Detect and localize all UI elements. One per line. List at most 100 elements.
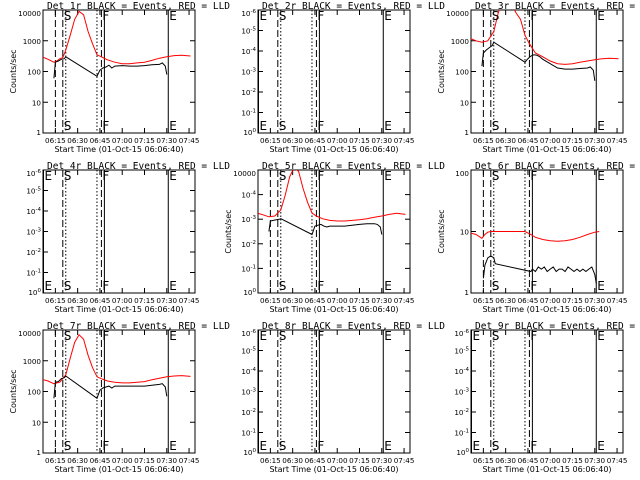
x-tick-label: 07:00 <box>327 136 348 145</box>
marker-label-top: E <box>259 9 267 23</box>
panel-det-9: Det 9r BLACK = Events, RED = LLD 100 10-1 1… <box>454 321 640 474</box>
x-tick-label: 07:30 <box>371 296 392 305</box>
x-tick-label: 07:30 <box>371 456 392 465</box>
x-tick-label: 06:15 <box>260 296 281 305</box>
x-axis-label: Start Time (01-Oct-15 06:06:40) <box>54 465 183 474</box>
panel-det-5: Det 5r BLACK = Events, RED = LLD 100 10-1 1… <box>224 161 445 314</box>
x-tick-label: 06:15 <box>260 136 281 145</box>
x-tick-label: 06:45 <box>90 456 111 465</box>
marker-label-bottom: S <box>279 279 287 293</box>
y-tick-label: 10-2 <box>241 88 256 97</box>
y-tick-label: 10-3 <box>26 228 41 237</box>
x-tick-label: 06:15 <box>45 136 66 145</box>
marker-label-top: S <box>64 329 72 343</box>
y-axis-label: Counts/sec <box>437 49 446 93</box>
x-tick-label: 07:00 <box>327 296 348 305</box>
y-tick-label: 100 <box>243 448 256 457</box>
y-tick-label: 10-3 <box>454 388 469 397</box>
x-tick-label: 07:00 <box>540 456 561 465</box>
y-tick-label: 10-4 <box>241 367 256 376</box>
y-tick-label: 1000 <box>451 37 470 46</box>
marker-label-top: F <box>530 9 537 23</box>
marker-label-bottom: S <box>492 119 500 133</box>
y-tick-label: 1 <box>464 288 469 297</box>
marker-label-bottom: E <box>44 279 52 293</box>
marker-label-bottom: E <box>384 279 392 293</box>
y-tick-label: 10-2 <box>241 240 256 249</box>
marker-label-top: E <box>597 9 605 23</box>
x-tick-label: 06:45 <box>305 296 326 305</box>
panel-title: Det 5r BLACK = Events, RED = LLD <box>262 161 445 172</box>
lld-rate-line <box>258 170 406 222</box>
x-tick-label: 06:30 <box>67 296 88 305</box>
x-tick-label: 07:00 <box>540 136 561 145</box>
marker-label-top: S <box>492 329 500 343</box>
x-axis-label: Start Time (01-Oct-15 06:06:40) <box>54 145 183 154</box>
panel-det-4: Det 4r BLACK = Events, RED = LLD 100 10-1 1… <box>26 161 230 314</box>
x-axis-label: Start Time (01-Oct-15 06:06:40) <box>54 305 183 314</box>
x-tick-label: 06:15 <box>45 456 66 465</box>
y-tick-label: 10-1 <box>241 264 256 273</box>
x-tick-label: 07:30 <box>156 136 177 145</box>
y-tick-label: 10-2 <box>241 408 256 417</box>
panel-title: Det 7r BLACK = Events, RED = LLD <box>47 321 230 332</box>
y-tick-label: 1000 <box>23 357 42 366</box>
x-axis-label: Start Time (01-Oct-15 06:06:40) <box>482 145 611 154</box>
marker-label-top: F <box>317 9 324 23</box>
marker-label-bottom: E <box>259 119 267 133</box>
y-tick-label: 10-1 <box>26 269 41 278</box>
x-tick-label: 07:45 <box>394 136 415 145</box>
y-axis-label: Counts/sec <box>9 369 18 413</box>
y-axis-label: Counts/sec <box>224 209 233 253</box>
x-axis-label: Start Time (01-Oct-15 06:06:40) <box>269 465 398 474</box>
event-rate-line <box>53 375 168 400</box>
marker-label-top: F <box>102 329 109 343</box>
x-tick-label: 06:30 <box>282 456 303 465</box>
panel-det-2: Det 2r BLACK = Events, RED = LLD 100 10-1 1… <box>241 1 445 154</box>
x-tick-label: 07:00 <box>112 456 133 465</box>
x-tick-label: 06:30 <box>282 296 303 305</box>
marker-label-bottom: E <box>169 119 177 133</box>
x-tick-label: 06:15 <box>473 456 494 465</box>
x-tick-label: 06:15 <box>473 136 494 145</box>
y-tick-label: 10000 <box>233 169 256 178</box>
panel-title: Det 2r BLACK = Events, RED = LLD <box>262 1 445 12</box>
x-tick-label: 07:15 <box>134 296 155 305</box>
y-tick-label: 10000 <box>446 9 469 18</box>
x-tick-label: 07:00 <box>112 296 133 305</box>
y-tick-label: 10-6 <box>241 9 256 18</box>
marker-label-top: F <box>317 329 324 343</box>
y-tick-label: 10-2 <box>454 408 469 417</box>
y-tick-label: 10 <box>460 228 470 237</box>
x-tick-label: 06:30 <box>495 456 516 465</box>
y-tick-label: 10 <box>32 98 42 107</box>
x-tick-label: 06:45 <box>518 456 539 465</box>
marker-label-top: E <box>259 329 267 343</box>
y-tick-label: 10-6 <box>26 169 41 178</box>
series-group <box>471 231 600 284</box>
lld-rate-line <box>471 231 600 242</box>
lld-rate-line <box>471 10 619 65</box>
y-tick-label: 10-4 <box>454 367 469 376</box>
y-tick-label: 100 <box>243 288 256 297</box>
y-axis-label: Counts/sec <box>437 209 446 253</box>
y-tick-label: 100 <box>455 68 469 77</box>
x-tick-label: 07:15 <box>349 456 370 465</box>
y-tick-label: 100 <box>27 388 41 397</box>
marker-label-bottom: F <box>317 119 324 133</box>
marker-label-bottom: F <box>317 279 324 293</box>
x-tick-label: 06:45 <box>90 296 111 305</box>
marker-label-bottom: E <box>169 439 177 453</box>
marker-label-top: E <box>472 329 480 343</box>
series-group <box>43 10 191 79</box>
event-rate-line <box>53 56 168 79</box>
panel-title: Det 1r BLACK = Events, RED = LLD <box>47 1 230 12</box>
x-tick-label: 07:45 <box>394 296 415 305</box>
marker-label-top: E <box>384 329 392 343</box>
marker-label-top: F <box>317 169 324 183</box>
y-tick-label: 10-6 <box>241 329 256 338</box>
y-tick-label: 1 <box>36 128 41 137</box>
x-tick-label: 07:15 <box>349 136 370 145</box>
y-tick-label: 10-5 <box>241 347 256 356</box>
